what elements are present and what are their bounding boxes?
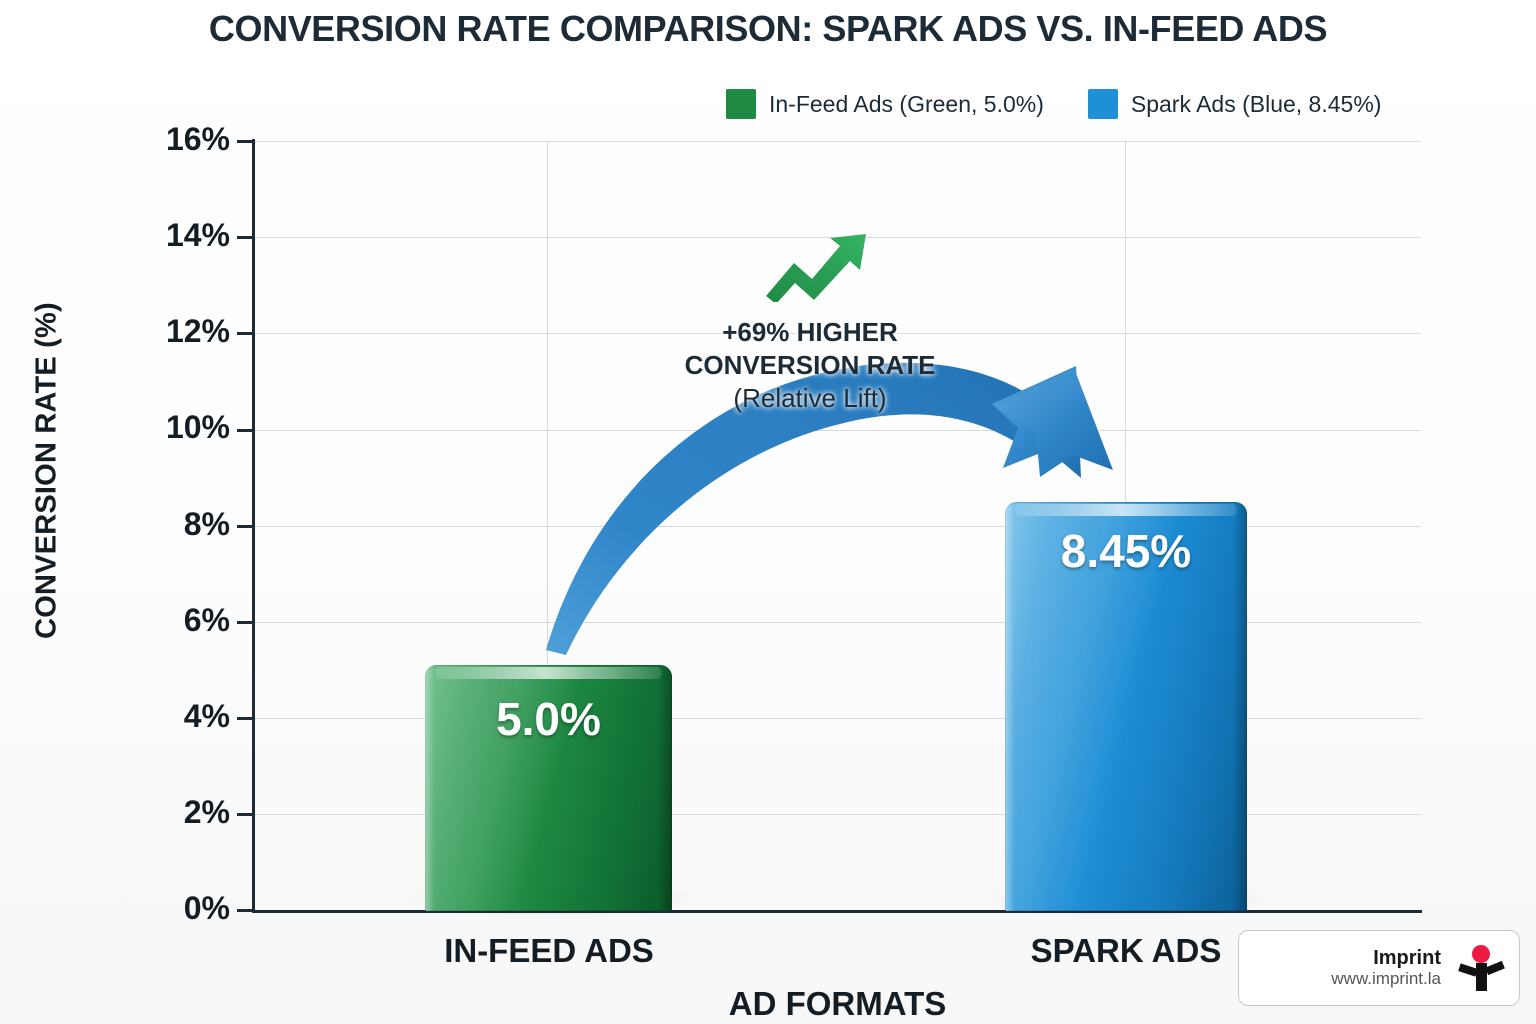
bar-value-spark-ads: 8.45%	[1060, 525, 1192, 577]
gridline-10	[253, 430, 1421, 431]
y-axis-title: CONVERSION RATE (%)	[30, 302, 63, 639]
y-tick-mark-14	[237, 236, 254, 239]
bar-in-feed-ads[interactable]: 5.0%	[425, 665, 672, 911]
green-bar-gloss	[425, 665, 672, 911]
legend-item-spark-ads[interactable]: Spark Ads (Blue, 8.45%)	[1087, 89, 1382, 119]
gridline-2	[253, 814, 1421, 815]
y-axis-line	[252, 139, 255, 913]
y-tick-label-4: 4%	[183, 698, 230, 734]
legend-label-spark-ads: Spark Ads (Blue, 8.45%)	[1130, 90, 1382, 117]
bar-value-in-feed-ads: 5.0%	[496, 693, 601, 745]
x-category-label-in-feed-ads: IN-FEED ADS	[444, 932, 654, 969]
y-tick-mark-16	[237, 140, 254, 143]
legend-swatch-green	[726, 89, 756, 119]
y-tick-mark-2	[237, 813, 254, 816]
annotation-line-1: +69% HIGHER	[722, 317, 898, 347]
y-tick-label-6: 6%	[183, 602, 230, 638]
x-category-label-spark-ads: SPARK ADS	[1030, 932, 1222, 969]
green-bar-left-highlight	[425, 665, 434, 911]
y-tick-label-0: 0%	[183, 890, 230, 926]
lift-annotation: +69% HIGHER CONVERSION RATE (Relative Li…	[640, 316, 980, 414]
trend-up-arrow-icon	[766, 234, 866, 302]
x-axis-title: AD FORMATS	[728, 985, 947, 1022]
legend-label-in-feed-ads: In-Feed Ads (Green, 5.0%)	[769, 90, 1044, 117]
watermark-text-group: Imprint www.imprint.la	[1331, 947, 1441, 989]
green-bar-right-shade	[658, 665, 672, 911]
watermark-brand: Imprint	[1373, 946, 1441, 969]
blue-bar-left-highlight	[1005, 502, 1014, 911]
y-tick-label-12: 12%	[165, 313, 230, 349]
legend-swatch-blue	[1087, 89, 1118, 119]
y-tick-label-2: 2%	[183, 794, 230, 830]
x-axis-line	[253, 910, 1422, 913]
chart-title: CONVERSION RATE COMPARISON: SPARK ADS VS…	[208, 8, 1328, 49]
annotation-line-3: (Relative Lift)	[733, 382, 887, 413]
green-bar-top-sheen	[434, 667, 663, 679]
annotation-line-2: CONVERSION RATE	[684, 349, 936, 380]
imprint-logo-icon	[1458, 945, 1505, 991]
y-tick-mark-0	[237, 909, 254, 912]
imprint-watermark-badge[interactable]: Imprint www.imprint.la	[1238, 930, 1520, 1006]
y-tick-mark-10	[237, 429, 254, 432]
gridline-4	[253, 718, 1421, 719]
bar-spark-ads[interactable]: 8.45%	[1005, 502, 1247, 911]
blue-bar-top-sheen	[1014, 504, 1238, 516]
blue-bar-gloss	[1005, 502, 1247, 911]
blue-bar-right-shade	[1233, 502, 1247, 911]
y-tick-label-8: 8%	[183, 506, 230, 542]
y-tick-mark-6	[237, 621, 254, 624]
y-tick-mark-8	[237, 525, 254, 528]
y-tick-label-10: 10%	[165, 409, 230, 445]
chart-legend: In-Feed Ads (Green, 5.0%) Spark Ads (Blu…	[726, 89, 1381, 119]
y-axis-tick-labels: 16% 14% 12% 10% 8% 6% 4% 2% 0%	[75, 0, 230, 1024]
y-tick-mark-12	[237, 332, 254, 335]
gridline-12	[253, 333, 1421, 334]
watermark-url: www.imprint.la	[1331, 968, 1441, 988]
y-tick-label-14: 14%	[165, 217, 230, 253]
y-tick-mark-4	[237, 717, 254, 720]
legend-item-in-feed-ads[interactable]: In-Feed Ads (Green, 5.0%)	[726, 89, 1044, 119]
gridline-16	[253, 141, 1421, 142]
y-tick-label-16: 16%	[165, 121, 230, 157]
